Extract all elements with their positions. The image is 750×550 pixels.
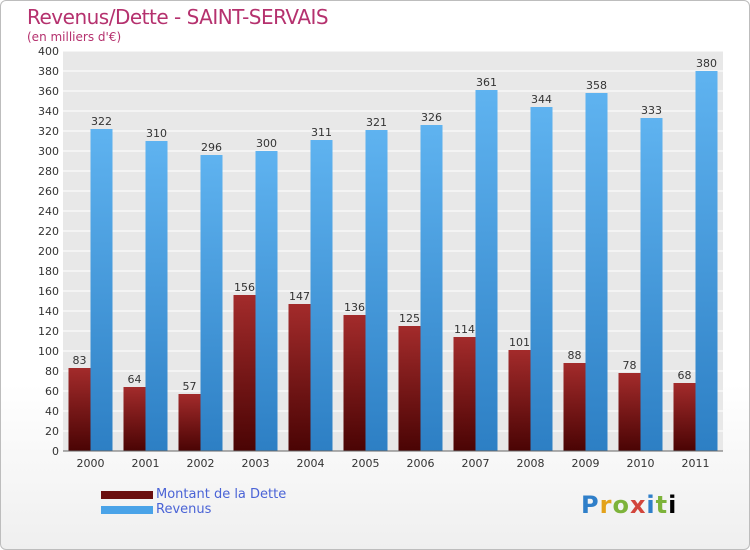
legend-label-debt: Montant de la Dette <box>156 487 287 502</box>
y-tick-label: 320 <box>38 125 59 138</box>
data-label: 125 <box>399 312 420 325</box>
x-tick-label: 2006 <box>407 457 435 470</box>
y-tick-label: 60 <box>45 385 59 398</box>
y-tick-label: 260 <box>38 185 59 198</box>
data-label: 333 <box>641 104 662 117</box>
y-tick-label: 20 <box>45 425 59 438</box>
legend-swatch-revenus <box>101 505 153 514</box>
bar-dette <box>508 350 531 451</box>
data-label: 300 <box>256 137 277 150</box>
data-label: 310 <box>146 127 167 140</box>
x-tick-label: 2009 <box>572 457 600 470</box>
x-tick-label: 2010 <box>627 457 655 470</box>
legend-item-revenus: Revenus <box>101 502 286 517</box>
bars: 83 322 64 310 57 296 156 300 147 311 136 321 125 326 1… <box>68 57 718 451</box>
data-label: 361 <box>476 76 497 89</box>
x-tick-label: 2001 <box>132 457 160 470</box>
y-tick-label: 280 <box>38 165 59 178</box>
y-tick-label: 380 <box>38 65 59 78</box>
y-tick-label: 400 <box>38 45 59 58</box>
bar-dette <box>618 373 641 451</box>
data-label: 326 <box>421 111 442 124</box>
bar-revenus <box>145 141 168 451</box>
bar-revenus <box>695 71 718 451</box>
chart-subtitle: (en milliers d'€) <box>27 30 122 44</box>
data-label: 311 <box>311 126 332 139</box>
x-tick-label: 2008 <box>517 457 545 470</box>
y-tick-label: 220 <box>38 225 59 238</box>
bar-dette <box>233 295 256 451</box>
y-tick-label: 120 <box>38 325 59 338</box>
y-tick-label: 200 <box>38 245 59 258</box>
y-tick-label: 80 <box>45 365 59 378</box>
grid-lines <box>63 50 723 452</box>
legend-swatch-debt <box>101 490 153 499</box>
y-tick-label: 40 <box>45 405 59 418</box>
bar-revenus <box>640 118 663 451</box>
bar-dette <box>398 326 421 451</box>
bar-chart: 0 20 40 60 80 100 120 140 160 180 200 220 240 260 280 3… <box>38 45 723 470</box>
bar-dette <box>178 394 201 451</box>
bar-revenus <box>200 155 223 451</box>
data-label: 78 <box>623 359 637 372</box>
data-label: 321 <box>366 116 387 129</box>
y-tick-label: 160 <box>38 285 59 298</box>
data-label: 136 <box>344 301 365 314</box>
y-tick-label: 300 <box>38 145 59 158</box>
x-tick-label: 2011 <box>682 457 710 470</box>
bar-dette <box>288 304 311 451</box>
bar-revenus <box>530 107 553 451</box>
y-tick-label: 100 <box>38 345 59 358</box>
legend-label-revenus: Revenus <box>156 502 212 517</box>
bar-revenus <box>365 130 388 451</box>
bar-dette <box>673 383 696 451</box>
x-axis-labels: 2000 2001 2002 2003 2004 2005 2006 2007 2008 2009… <box>77 457 710 470</box>
bar-dette <box>343 315 366 451</box>
y-axis-labels: 0 20 40 60 80 100 120 140 160 180 200 220 240 260 280 3… <box>38 45 59 458</box>
data-label: 57 <box>183 380 197 393</box>
x-tick-label: 2005 <box>352 457 380 470</box>
bar-dette <box>563 363 586 451</box>
data-label: 358 <box>586 79 607 92</box>
legend: Montant de la Dette Revenus <box>101 487 286 517</box>
legend-item-debt: Montant de la Dette <box>101 487 286 502</box>
chart-title: Revenus/Dette - SAINT-SERVAIS <box>27 5 329 29</box>
data-label: 147 <box>289 290 310 303</box>
data-label: 101 <box>509 336 530 349</box>
y-tick-label: 140 <box>38 305 59 318</box>
x-tick-label: 2002 <box>187 457 215 470</box>
bar-dette <box>68 368 91 451</box>
y-tick-label: 240 <box>38 205 59 218</box>
data-label: 296 <box>201 141 222 154</box>
x-tick-label: 2000 <box>77 457 105 470</box>
data-label: 322 <box>91 115 112 128</box>
bar-dette <box>453 337 476 451</box>
y-tick-label: 360 <box>38 85 59 98</box>
x-tick-label: 2007 <box>462 457 490 470</box>
bar-revenus <box>90 129 113 451</box>
bar-revenus <box>255 151 278 451</box>
x-tick-label: 2003 <box>242 457 270 470</box>
data-label: 68 <box>678 369 692 382</box>
y-tick-label: 180 <box>38 265 59 278</box>
bar-dette <box>123 387 146 451</box>
data-label: 380 <box>696 57 717 70</box>
y-tick-label: 0 <box>52 445 59 458</box>
proxiti-logo: Proxiti <box>581 491 678 519</box>
bar-revenus <box>475 90 498 451</box>
y-tick-label: 340 <box>38 105 59 118</box>
bar-revenus <box>585 93 608 451</box>
data-label: 83 <box>73 354 87 367</box>
data-label: 114 <box>454 323 475 336</box>
bar-revenus <box>310 140 333 451</box>
data-label: 156 <box>234 281 255 294</box>
x-tick-label: 2004 <box>297 457 325 470</box>
data-label: 344 <box>531 93 552 106</box>
data-label: 88 <box>568 349 582 362</box>
bar-revenus <box>420 125 443 451</box>
data-label: 64 <box>128 373 142 386</box>
